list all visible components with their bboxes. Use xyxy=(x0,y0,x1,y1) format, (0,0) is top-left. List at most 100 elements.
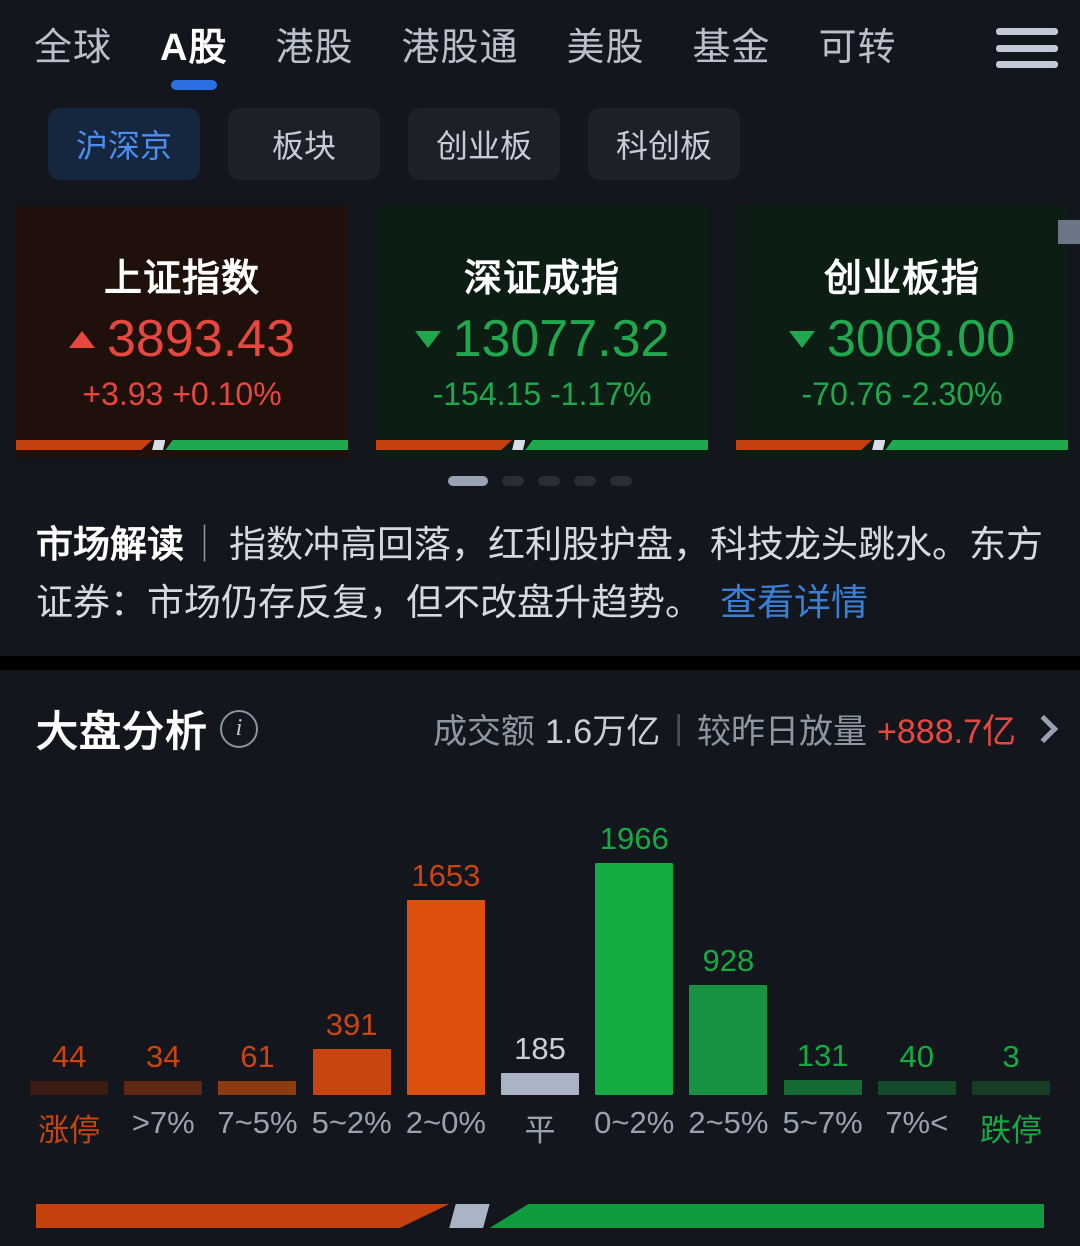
hamburger-line xyxy=(996,28,1058,35)
updown-distribution-chart: 44 34 61 391 1653 185 1966 928 131 40 3 xyxy=(22,795,1058,1095)
top-nav-tab-3[interactable]: 港股通 xyxy=(401,24,518,72)
index-card-carousel[interactable]: 上证指数 3893.43 +3.93 +0.10% 深证成指 13077.32 -154.… xyxy=(0,180,1080,458)
chart-bar xyxy=(501,1073,580,1095)
chart-bar-value: 131 xyxy=(796,1038,849,1073)
chart-x-tick: 7~5% xyxy=(217,1105,298,1140)
ratio-up-segment xyxy=(736,440,873,450)
chart-column-6: 1966 xyxy=(587,821,681,1095)
ratio-flat-segment xyxy=(152,440,166,450)
top-nav-tab-4[interactable]: 美股 xyxy=(567,24,645,72)
index-change-abs: +3.93 xyxy=(82,376,164,412)
chart-bar-value: 391 xyxy=(325,1007,378,1042)
index-card-ratio-bar xyxy=(376,440,708,450)
chart-column-2: 61 xyxy=(210,1039,304,1095)
active-tab-underline xyxy=(170,80,217,90)
chart-bar-value: 185 xyxy=(514,1031,566,1066)
chart-bar xyxy=(877,1081,956,1095)
index-price-row: 3008.00 xyxy=(789,310,1015,368)
summary-bar-up-segment xyxy=(36,1204,450,1228)
index-card-0[interactable]: 上证指数 3893.43 +3.93 +0.10% xyxy=(16,206,348,458)
chart-bar-value: 40 xyxy=(899,1039,935,1074)
top-nav-tab-label: 港股 xyxy=(275,27,354,69)
chart-column-10: 3 xyxy=(964,1039,1058,1095)
commentary-lead-label: 市场解读 xyxy=(36,524,184,565)
top-nav-tab-2[interactable]: 港股 xyxy=(275,24,353,72)
analysis-header[interactable]: 大盘分析 i 成交额 1.6万亿 | 较昨日放量 +888.7亿 xyxy=(0,670,1080,759)
analysis-meta: 成交额 1.6万亿 | 较昨日放量 +888.7亿 xyxy=(433,704,1062,753)
chart-x-tick: 5~2% xyxy=(311,1105,392,1140)
chart-bar-value: 34 xyxy=(146,1039,181,1074)
top-nav-tab-6[interactable]: 可转 xyxy=(819,24,897,72)
chart-column-1: 34 xyxy=(116,1039,210,1095)
market-analysis-section: 大盘分析 i 成交额 1.6万亿 | 较昨日放量 +888.7亿 44 34 61 3… xyxy=(0,670,1080,1150)
chart-x-tick: 跌停 xyxy=(979,1113,1042,1148)
chart-bar xyxy=(783,1080,862,1095)
chart-bar xyxy=(971,1081,1050,1095)
sub-tab-3[interactable]: 科创板 xyxy=(588,108,740,180)
index-price: 13077.32 xyxy=(452,310,670,368)
compare-value: +888.7亿 xyxy=(877,713,1016,751)
chevron-right-icon[interactable] xyxy=(1029,714,1059,743)
hamburger-line xyxy=(996,61,1058,68)
ratio-down-segment xyxy=(165,440,348,450)
meta-separator: | xyxy=(674,709,684,747)
chart-column-5: 185 xyxy=(493,1031,587,1095)
carousel-dot-1[interactable] xyxy=(448,476,488,486)
top-nav-tab-5[interactable]: 基金 xyxy=(693,24,771,72)
chart-column-7: 928 xyxy=(681,943,775,1095)
hamburger-menu-icon[interactable] xyxy=(996,24,1058,72)
carousel-dot-2[interactable] xyxy=(502,476,524,486)
triangle-up-icon xyxy=(69,330,96,348)
summary-bar-flat-segment xyxy=(449,1204,490,1228)
index-card-1[interactable]: 深证成指 13077.32 -154.15 -1.17% xyxy=(376,206,708,458)
carousel-edge-indicator xyxy=(1058,220,1080,244)
analysis-title: 大盘分析 xyxy=(36,708,209,755)
index-card-2[interactable]: 创业板指 3008.00 -70.76 -2.30% xyxy=(736,206,1068,458)
chart-x-tick: 2~0% xyxy=(405,1105,486,1140)
commentary-more-link[interactable]: 查看详情 xyxy=(720,582,868,623)
ratio-down-segment xyxy=(885,440,1068,450)
index-name: 深证成指 xyxy=(463,258,620,300)
chart-bar xyxy=(595,863,674,1095)
index-change-abs: -154.15 xyxy=(432,376,542,412)
turnover-value: 1.6万亿 xyxy=(544,713,661,751)
sub-tab-bar: 沪深京 板块 创业板 科创板 xyxy=(0,100,1080,180)
top-nav-tab-1[interactable]: A股 xyxy=(160,24,227,90)
chart-column-8: 131 xyxy=(776,1038,870,1095)
ratio-down-segment xyxy=(525,440,708,450)
sub-tab-label: 板块 xyxy=(271,128,336,164)
carousel-dot-3[interactable] xyxy=(538,476,560,486)
sub-tab-label: 科创板 xyxy=(615,128,712,164)
ratio-flat-segment xyxy=(872,440,886,450)
sub-tab-2[interactable]: 创业板 xyxy=(408,108,560,180)
chart-x-axis: 涨停 >7% 7~5% 5~2% 2~0% 平 0~2% 2~5% 5~7% 7%< 跌停 xyxy=(22,1105,1058,1150)
carousel-pagination[interactable] xyxy=(0,476,1080,486)
triangle-down-icon xyxy=(789,330,816,348)
sub-tab-label: 创业板 xyxy=(435,128,532,164)
summary-bar-down-segment xyxy=(489,1204,1044,1228)
top-nav-tab-0[interactable]: 全球 xyxy=(34,24,112,72)
chart-bar xyxy=(218,1081,297,1095)
compare-label: 较昨日放量 xyxy=(697,713,868,751)
ratio-up-segment xyxy=(16,440,153,450)
index-change-pct: -2.30% xyxy=(901,376,1003,412)
index-change-abs: -70.76 xyxy=(801,376,893,412)
chart-bar xyxy=(124,1081,203,1095)
index-card-ratio-bar xyxy=(16,440,348,450)
chart-column-4: 1653 xyxy=(399,858,493,1095)
commentary-separator: ｜ xyxy=(186,524,223,565)
sub-tab-1[interactable]: 板块 xyxy=(228,108,380,180)
chart-x-tick: 0~2% xyxy=(594,1105,675,1140)
sub-tab-0[interactable]: 沪深京 xyxy=(48,108,200,180)
index-change: -154.15 -1.17% xyxy=(433,374,652,414)
carousel-dot-4[interactable] xyxy=(574,476,596,486)
carousel-dot-5[interactable] xyxy=(610,476,632,486)
top-nav-tab-label: 基金 xyxy=(692,27,771,69)
commentary-body: 指数冲高回落，红利股护盘，科技龙头跳水。东方证券：市场仍存反复，但不改盘升趋势。 xyxy=(36,524,1043,623)
chart-bar-value: 1966 xyxy=(599,821,669,856)
index-change: -70.76 -2.30% xyxy=(801,374,1002,414)
chart-bar xyxy=(312,1049,391,1095)
info-circle-icon[interactable]: i xyxy=(220,709,259,748)
top-nav-tab-label: 全球 xyxy=(34,27,113,69)
index-change: +3.93 +0.10% xyxy=(82,374,281,414)
